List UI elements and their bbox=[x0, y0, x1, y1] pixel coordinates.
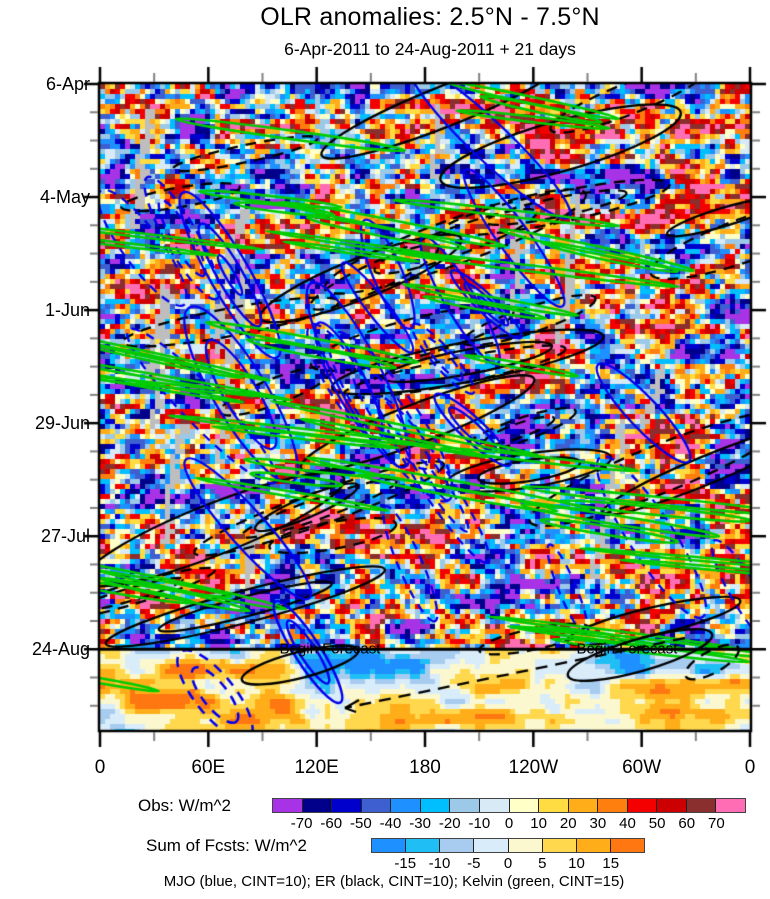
chart-title: OLR anomalies: 2.5°N - 7.5°N bbox=[260, 3, 600, 31]
colorbar-tick-label: -5 bbox=[467, 855, 481, 872]
begin-forecast-label-2: Begin Forecast bbox=[576, 640, 678, 658]
colorbar-segment bbox=[575, 839, 610, 852]
colorbar-segment bbox=[507, 839, 542, 852]
obs-colorbar bbox=[272, 798, 746, 813]
colorbar-segment bbox=[478, 799, 509, 812]
colorbar-tick-label: 5 bbox=[538, 855, 547, 872]
colorbar-segment bbox=[685, 799, 716, 812]
x-tick-label: 120E bbox=[294, 757, 339, 778]
colorbar-segment bbox=[508, 799, 539, 812]
colorbar-segment bbox=[567, 799, 598, 812]
colorbar-tick-label: -10 bbox=[468, 815, 491, 832]
colorbar-tick-label: 20 bbox=[559, 815, 577, 832]
colorbar-tick-label: -50 bbox=[350, 815, 372, 832]
colorbar-segment bbox=[405, 839, 440, 852]
colorbar-segment bbox=[626, 799, 657, 812]
fcst-colorbar bbox=[371, 838, 645, 853]
colorbar-tick-label: 0 bbox=[503, 855, 513, 872]
begin-forecast-label-1: Begin Forecast bbox=[279, 640, 381, 658]
colorbar-segment bbox=[609, 839, 644, 852]
x-tick-label: 120W bbox=[508, 757, 559, 778]
colorbar-tick-label: -40 bbox=[379, 815, 402, 832]
chart-subtitle: 6-Apr-2011 to 24-Aug-2011 + 21 days bbox=[284, 39, 576, 59]
colorbar-segment bbox=[715, 799, 745, 812]
colorbar-segment bbox=[419, 799, 450, 812]
colorbar-tick-label: 50 bbox=[648, 815, 666, 832]
colorbar-segment bbox=[538, 799, 568, 812]
colorbar-segment bbox=[301, 799, 332, 812]
colorbar-tick-label: 0 bbox=[504, 815, 514, 832]
colorbar-segment bbox=[656, 799, 686, 812]
y-tick-label: 6-Apr bbox=[45, 74, 90, 94]
y-tick-label: 1-Jun bbox=[44, 300, 90, 321]
colorbar-tick-label: -20 bbox=[438, 815, 461, 832]
colorbar-segment bbox=[439, 839, 474, 852]
colorbar-segment bbox=[372, 839, 406, 852]
colorbar-segment bbox=[541, 839, 576, 852]
colorbar-segment bbox=[331, 799, 361, 812]
y-tick-label: 24-Aug bbox=[31, 639, 90, 660]
colorbar-segment bbox=[597, 799, 627, 812]
colorbar-tick-label: -10 bbox=[428, 855, 451, 872]
colorbar-segment bbox=[473, 839, 508, 852]
colorbar-tick-label: 10 bbox=[568, 855, 585, 872]
colorbar-tick-label: -70 bbox=[290, 815, 313, 832]
colorbar-tick-label: 10 bbox=[530, 815, 547, 832]
y-tick-label: 4-May bbox=[39, 187, 90, 208]
colorbar-tick-label: 30 bbox=[589, 815, 607, 832]
colorbar-tick-label: -30 bbox=[409, 815, 431, 832]
colorbar-segment bbox=[273, 799, 302, 812]
colorbar-tick-label: 15 bbox=[602, 855, 620, 872]
x-tick-label: 0 bbox=[94, 757, 106, 778]
colorbar-tick-label: -60 bbox=[320, 815, 343, 832]
obs-colorbar-label: Obs: W/m^2 bbox=[138, 796, 231, 815]
y-tick-label: 29-Jun bbox=[34, 413, 90, 434]
x-tick-label: 0 bbox=[744, 757, 756, 778]
colorbar-tick-label: -15 bbox=[394, 855, 417, 872]
fcst-colorbar-label: Sum of Fcsts: W/m^2 bbox=[146, 836, 307, 855]
colorbar-tick-label: 40 bbox=[619, 815, 636, 832]
colorbar-segment bbox=[449, 799, 479, 812]
colorbar-segment bbox=[360, 799, 391, 812]
colorbar-segment bbox=[390, 799, 420, 812]
x-tick-label: 180 bbox=[409, 757, 441, 778]
y-tick-label: 27-Jul bbox=[40, 526, 90, 547]
x-tick-label: 60E bbox=[191, 757, 226, 778]
colorbar-tick-label: 70 bbox=[708, 815, 725, 832]
x-tick-label: 60W bbox=[622, 757, 662, 778]
colorbar-tick-label: 60 bbox=[678, 815, 696, 832]
wave-contour-caption: MJO (blue, CINT=10); ER (black, CINT=10)… bbox=[163, 873, 625, 890]
